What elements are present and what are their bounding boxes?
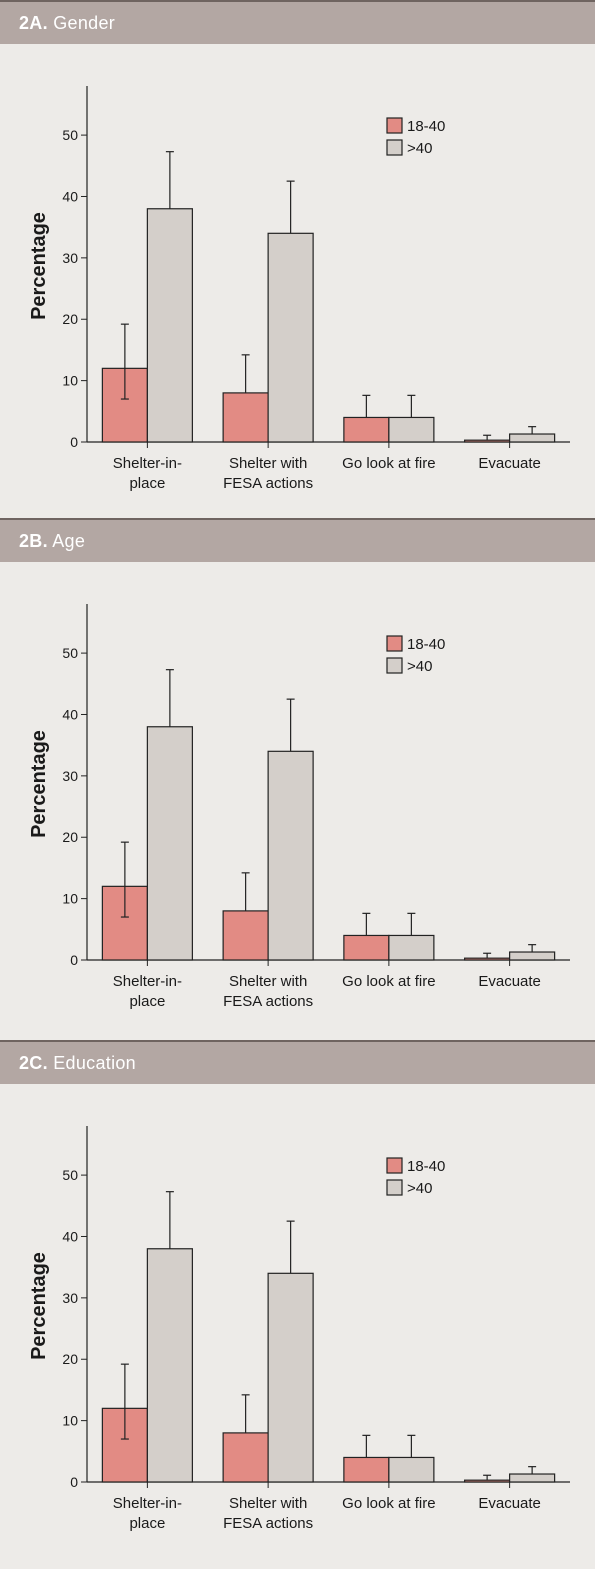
x-tick-label: Shelter with <box>229 973 307 990</box>
bar <box>464 1479 511 1483</box>
y-tick-label: 30 <box>62 768 78 784</box>
y-tick-label: 10 <box>62 891 78 907</box>
bar <box>146 726 193 961</box>
y-tick-label: 0 <box>70 1474 78 1490</box>
bar <box>146 1248 193 1483</box>
panel-education: 2C. Education 0 10 20 30 40 50 Percentage Shelt… <box>0 1040 595 1558</box>
x-tick-label: Shelter with <box>229 1495 307 1512</box>
bar <box>388 1456 435 1483</box>
legend-label: >40 <box>407 140 432 157</box>
x-tick-label: Go look at fire <box>342 973 435 990</box>
legend-label: 18-40 <box>407 1158 445 1175</box>
y-tick-label: 30 <box>62 250 78 266</box>
panel-id: 2A. <box>19 13 48 33</box>
legend-swatch <box>386 1157 403 1174</box>
x-tick-label: Shelter-in- <box>113 455 182 472</box>
x-tick-label: FESA actions <box>223 1515 313 1532</box>
bar-chart-gender: 0 10 20 30 40 50 Percentage Shelter-in-place She… <box>28 86 570 492</box>
bar <box>464 957 511 961</box>
y-tick-label: 0 <box>70 434 78 450</box>
bar <box>343 416 390 443</box>
y-tick-label: 40 <box>62 1228 78 1244</box>
y-tick-label: 40 <box>62 706 78 722</box>
bar <box>146 208 193 443</box>
legend-swatch <box>386 117 403 134</box>
legend-swatch <box>386 139 403 156</box>
panel-age: 2B. Age 0 10 20 30 40 50 Percentage Shelter-in-… <box>0 518 595 1036</box>
x-tick-label: FESA actions <box>223 993 313 1010</box>
y-tick-label: 10 <box>62 1413 78 1429</box>
bar <box>267 750 314 961</box>
x-tick-label: Evacuate <box>478 1495 541 1512</box>
panel-title: Gender <box>53 13 116 33</box>
bar-chart-age: 0 10 20 30 40 50 Percentage Shelter-in-place She… <box>28 604 570 1010</box>
bar <box>388 416 435 443</box>
y-tick-label: 0 <box>70 952 78 968</box>
panel-id: 2C. <box>19 1053 48 1073</box>
bar <box>509 951 556 961</box>
bar <box>267 232 314 443</box>
y-tick-label: 50 <box>62 1167 78 1183</box>
bar <box>509 1473 556 1483</box>
x-tick-label: place <box>129 993 165 1010</box>
bar <box>222 910 269 961</box>
y-axis-label: Percentage <box>28 1252 50 1360</box>
legend-label: >40 <box>407 658 432 675</box>
bar <box>509 433 556 443</box>
bar <box>222 1432 269 1483</box>
y-tick-label: 20 <box>62 1351 78 1367</box>
bar <box>222 392 269 443</box>
panel-header: 2C. Education <box>0 1040 595 1084</box>
bar <box>343 934 390 961</box>
bar <box>388 934 435 961</box>
x-tick-label: Shelter-in- <box>113 973 182 990</box>
panel-header: 2A. Gender <box>0 0 595 44</box>
panel-id: 2B. <box>19 531 48 551</box>
x-tick-label: Evacuate <box>478 973 541 990</box>
y-axis-label: Percentage <box>28 212 50 320</box>
legend-label: 18-40 <box>407 118 445 135</box>
y-tick-label: 10 <box>62 373 78 389</box>
x-tick-label: Shelter with <box>229 455 307 472</box>
y-axis-label: Percentage <box>28 730 50 838</box>
legend-swatch <box>386 635 403 652</box>
y-tick-label: 50 <box>62 127 78 143</box>
panel-gender: 2A. Gender 0 10 20 30 40 50 Percentage Shelter-… <box>0 0 595 518</box>
y-tick-label: 50 <box>62 645 78 661</box>
y-tick-label: 20 <box>62 311 78 327</box>
bar <box>343 1456 390 1483</box>
x-tick-label: FESA actions <box>223 475 313 492</box>
panel-title: Education <box>53 1053 136 1073</box>
legend-label: 18-40 <box>407 636 445 653</box>
panel-header: 2B. Age <box>0 518 595 562</box>
legend-swatch <box>386 1179 403 1196</box>
panel-title: Age <box>52 531 86 551</box>
x-tick-label: Go look at fire <box>342 1495 435 1512</box>
x-tick-label: place <box>129 475 165 492</box>
y-tick-label: 40 <box>62 188 78 204</box>
x-tick-label: Go look at fire <box>342 455 435 472</box>
legend-swatch <box>386 657 403 674</box>
x-tick-label: Shelter-in- <box>113 1495 182 1512</box>
bar-chart-education: 0 10 20 30 40 50 Percentage Shelter-in-place She… <box>28 1126 570 1532</box>
y-tick-label: 20 <box>62 829 78 845</box>
legend-label: >40 <box>407 1180 432 1197</box>
x-tick-label: Evacuate <box>478 455 541 472</box>
bar <box>267 1272 314 1483</box>
x-tick-label: place <box>129 1515 165 1532</box>
y-tick-label: 30 <box>62 1290 78 1306</box>
bar <box>464 439 511 443</box>
